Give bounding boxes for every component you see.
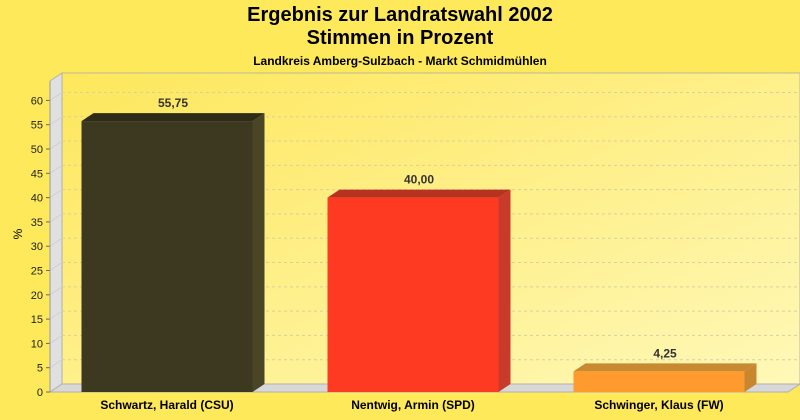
bar-top [573, 363, 757, 372]
y-tick-label: 0 [37, 387, 43, 399]
x-tick-label: Nentwig, Armin (SPD) [351, 398, 475, 412]
bar-side [252, 113, 265, 392]
y-tick-label: 20 [31, 290, 43, 302]
bar [573, 371, 745, 392]
y-tick-label: 40 [31, 193, 43, 205]
y-tick-label: 60 [31, 95, 43, 107]
grid-line-side [49, 213, 63, 223]
bar [81, 121, 253, 392]
bar-group: 40,00 Nentwig, Armin (SPD) [327, 173, 511, 412]
bar [327, 197, 499, 392]
grid-line-side [49, 359, 63, 369]
bar-group: 4,25 Schwinger, Klaus (FW) [573, 346, 757, 412]
bar-side [498, 189, 511, 392]
y-tick-label: 15 [31, 314, 43, 326]
y-tick-label: 10 [31, 338, 43, 350]
grid-line-side [49, 189, 63, 199]
y-tick-label: 55 [31, 120, 43, 132]
bar-value-label: 40,00 [404, 173, 434, 187]
grid-line-side [49, 334, 63, 344]
grid-line-side [49, 140, 63, 150]
bar-value-label: 55,75 [158, 96, 188, 110]
y-tick-label: 30 [31, 241, 43, 253]
bar-side [744, 363, 757, 392]
x-tick-label: Schwinger, Klaus (FW) [594, 398, 723, 412]
y-tick-label: 35 [31, 217, 43, 229]
y-axis-label: % [11, 228, 25, 239]
bar-top [327, 189, 511, 198]
y-tick-label: 5 [37, 363, 43, 375]
grid-line-side [49, 262, 63, 271]
y-tick-label: 25 [31, 266, 43, 278]
y-tick-label: 50 [31, 144, 43, 156]
grid-line-side [49, 310, 63, 320]
chart-subtitle-region: Landkreis Amberg-Sulzbach - Markt Schmid… [253, 54, 547, 68]
chart-title: Ergebnis zur Landratswahl 2002 [247, 4, 553, 26]
y-tick-label: 45 [31, 168, 43, 180]
x-tick-label: Schwartz, Harald (CSU) [100, 398, 233, 412]
grid-line-side [49, 116, 63, 126]
grid-line-side [49, 286, 63, 296]
chart-subtitle: Stimmen in Prozent [306, 27, 494, 49]
grid-line-side [49, 237, 63, 247]
bar-top [81, 113, 265, 122]
bar-group: 55,75 Schwartz, Harald (CSU) [81, 96, 265, 412]
grid-line-side [49, 164, 63, 174]
grid-line-side [49, 92, 63, 101]
bar-value-label: 4,25 [653, 346, 677, 360]
